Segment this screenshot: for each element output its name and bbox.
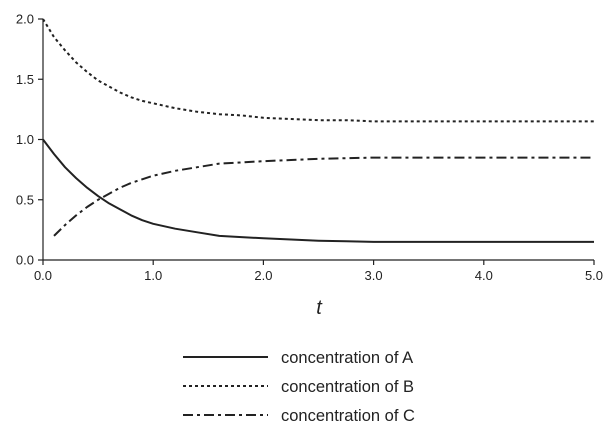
y-tick-label: 0.5 xyxy=(16,192,34,207)
y-tick-label: 1.0 xyxy=(16,132,34,147)
legend-item-b: concentration of B xyxy=(183,378,414,396)
legend-item-a: concentration of A xyxy=(183,349,413,367)
x-tick-label: 5.0 xyxy=(585,268,603,283)
x-tick-label: 3.0 xyxy=(365,268,383,283)
series-line-a xyxy=(42,138,594,243)
series-line-b xyxy=(42,18,594,123)
legend-item-c: concentration of C xyxy=(183,407,415,425)
legend: concentration of A concentration of B conc… xyxy=(183,349,415,425)
x-tick-label: 1.0 xyxy=(144,268,162,283)
axes xyxy=(42,19,594,261)
legend-label: concentration of B xyxy=(281,378,414,396)
tick-labels: 0.0 1.0 2.0 3.0 4.0 5.0 0.0 0.5 1.0 1.5 2.0 xyxy=(16,12,603,284)
x-axis-title: t xyxy=(316,297,323,319)
y-tick-label: 1.5 xyxy=(16,72,34,87)
legend-label: concentration of A xyxy=(281,349,413,367)
series-line-c xyxy=(53,156,594,237)
y-tick-label: 2.0 xyxy=(16,12,34,27)
series-layer xyxy=(42,18,594,243)
ticks xyxy=(38,18,595,265)
legend-label: concentration of C xyxy=(281,407,415,425)
x-tick-label: 0.0 xyxy=(34,268,52,283)
y-tick-label: 0.0 xyxy=(16,253,34,268)
x-tick-label: 2.0 xyxy=(254,268,272,283)
x-tick-label: 4.0 xyxy=(475,268,493,283)
